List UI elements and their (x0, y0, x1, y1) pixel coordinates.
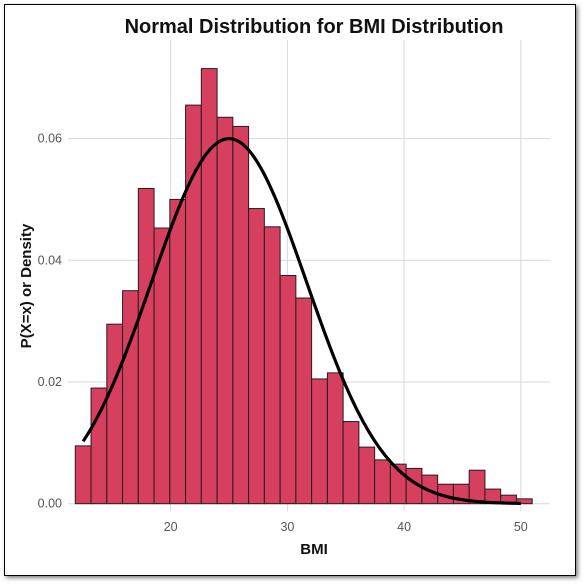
chart-title: Normal Distribution for BMI Distribution (125, 16, 504, 38)
y-tick-label: 0.00 (38, 497, 62, 511)
x-axis-title: BMI (300, 541, 328, 558)
histogram-bar (295, 297, 313, 505)
histogram-bar (342, 421, 360, 505)
x-tick-labels: 20 30 40 50 (164, 520, 528, 534)
histogram-bar (200, 68, 218, 505)
histogram-bar (216, 116, 234, 505)
normal-curve (81, 137, 521, 505)
histogram-bar (311, 378, 328, 505)
histogram-bar (74, 445, 92, 505)
x-tick-label: 20 (164, 520, 178, 534)
histogram-bar (358, 446, 376, 505)
y-tick-label: 0.02 (38, 375, 62, 389)
histogram-bar (263, 226, 281, 505)
x-tick-label: 50 (514, 520, 528, 534)
histogram-bar (374, 459, 391, 505)
y-tick-labels: 0.00 0.02 0.04 0.06 (38, 132, 62, 511)
histogram-bar (248, 208, 265, 505)
histogram-bar (515, 498, 533, 505)
histogram-bars (74, 68, 533, 505)
histogram-bar (279, 275, 297, 505)
y-axis-title: P(X=x) or Density (18, 223, 35, 348)
histogram-bar (232, 125, 250, 505)
histogram-bar (326, 372, 344, 505)
y-tick-label: 0.04 (38, 253, 62, 267)
histogram-bar (468, 469, 486, 505)
histogram-bar (106, 323, 124, 505)
x-tick-label: 30 (280, 520, 294, 534)
histogram-bar (137, 187, 155, 505)
histogram-bar (169, 198, 187, 505)
y-tick-label: 0.06 (38, 132, 62, 146)
x-tick-label: 40 (397, 520, 411, 534)
